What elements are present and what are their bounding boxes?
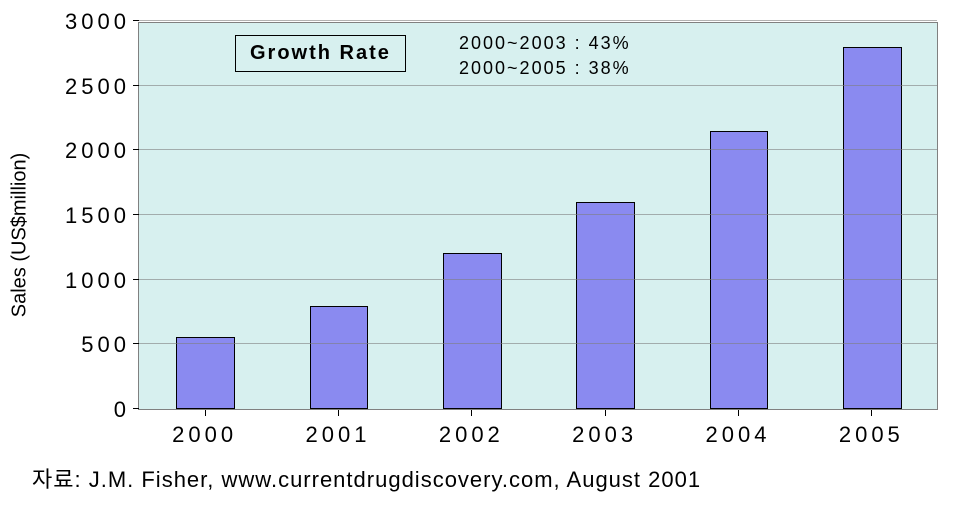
y-tick-label: 1000	[40, 268, 130, 294]
y-tick-mark	[133, 214, 139, 215]
x-tick-mark	[471, 410, 472, 416]
bar	[443, 253, 502, 409]
y-tick-mark	[133, 343, 139, 344]
y-tick-mark	[133, 85, 139, 86]
x-tick-label: 2004	[706, 422, 771, 448]
x-tick-mark	[605, 410, 606, 416]
y-tick-label: 3000	[40, 9, 130, 35]
y-tick-mark	[133, 408, 139, 409]
bar	[710, 131, 769, 409]
x-tick-label: 2001	[306, 422, 371, 448]
chart-container: Sales (US$million) 050010001500200025003…	[30, 10, 950, 460]
x-axis-ticks: 2000 2001 2002 2003 2004 2005	[138, 416, 938, 456]
bar	[843, 47, 902, 409]
x-tick-label: 2000	[172, 422, 237, 448]
x-tick-mark	[338, 410, 339, 416]
y-tick-label: 500	[40, 332, 130, 358]
grid-line	[139, 85, 937, 86]
y-tick-mark	[133, 279, 139, 280]
x-tick-mark	[205, 410, 206, 416]
y-tick-label: 1500	[40, 203, 130, 229]
x-tick-mark	[871, 410, 872, 416]
x-tick-label: 2005	[839, 422, 904, 448]
grid-line	[139, 214, 937, 215]
y-tick-mark	[133, 149, 139, 150]
source-citation: 자료: J.M. Fisher, www.currentdrugdiscover…	[32, 462, 701, 494]
x-tick-label: 2003	[572, 422, 637, 448]
grid-line	[139, 149, 937, 150]
plot-area: Growth Rate 2000~2003 : 43% 2000~2005 : …	[138, 22, 938, 410]
y-tick-label: 2500	[40, 74, 130, 100]
grid-line	[139, 20, 937, 21]
grid-line	[139, 279, 937, 280]
y-axis-label: Sales (US$million)	[9, 153, 32, 318]
y-axis-ticks: 050010001500200025003000	[40, 10, 130, 410]
y-tick-mark	[133, 20, 139, 21]
y-tick-label: 0	[40, 397, 130, 423]
bar	[576, 202, 635, 409]
y-tick-label: 2000	[40, 138, 130, 164]
bar	[310, 306, 369, 409]
bars-group	[139, 23, 937, 409]
x-tick-mark	[738, 410, 739, 416]
x-tick-label: 2002	[439, 422, 504, 448]
bar	[176, 337, 235, 409]
grid-line	[139, 343, 937, 344]
